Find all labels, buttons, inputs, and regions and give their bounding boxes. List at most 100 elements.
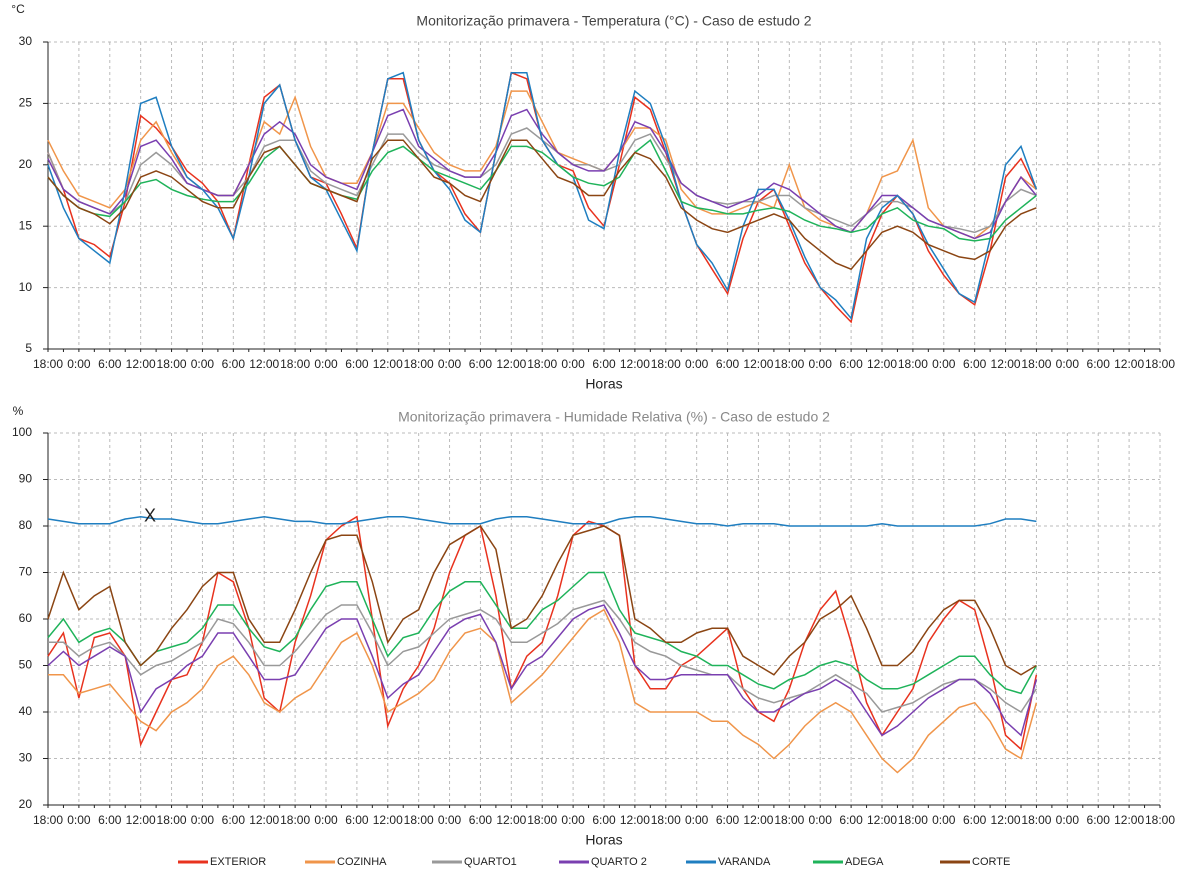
series-line — [47, 515, 1037, 527]
legend-label: QUARTO1 — [464, 856, 517, 868]
y-tick-label: 20 — [19, 797, 33, 811]
x-tick-label: 0:00 — [1056, 813, 1080, 827]
x-tick-label: 6:00 — [1087, 813, 1111, 827]
x-axis-label: Horas — [585, 832, 622, 848]
y-tick-label: 100 — [12, 425, 32, 439]
x-tick-label: 6:00 — [592, 813, 616, 827]
series-line — [47, 515, 1038, 751]
x-tick-label: 6:00 — [716, 357, 740, 371]
series-line — [47, 571, 1038, 695]
x-tick-label: 0:00 — [191, 357, 215, 371]
x-tick-label: 6:00 — [592, 357, 616, 371]
x-tick-label: 0:00 — [67, 813, 91, 827]
x-tick-label: 18:00 — [280, 357, 310, 371]
series-line — [47, 139, 1037, 242]
x-tick-label: 18:00 — [404, 813, 434, 827]
legend-label: VARANDA — [718, 856, 771, 868]
x-tick-label: 0:00 — [67, 357, 91, 371]
x-tick-label: 12:00 — [1114, 357, 1144, 371]
x-tick-label: 0:00 — [561, 357, 585, 371]
x-tick-label: 12:00 — [620, 813, 650, 827]
x-tick-label: 0:00 — [438, 357, 462, 371]
x-tick-label: 18:00 — [651, 357, 681, 371]
annotation: X — [144, 505, 156, 525]
x-tick-label: 6:00 — [469, 813, 493, 827]
chart-title: Monitorização primavera - Temperatura (°… — [416, 13, 811, 29]
x-tick-label: 12:00 — [249, 357, 279, 371]
x-tick-label: 18:00 — [280, 813, 310, 827]
x-tick-label: 18:00 — [33, 813, 63, 827]
x-tick-label: 0:00 — [314, 813, 338, 827]
x-tick-label: 6:00 — [222, 357, 246, 371]
x-tick-label: 18:00 — [33, 357, 63, 371]
x-tick-label: 12:00 — [867, 813, 897, 827]
x-tick-label: 18:00 — [1145, 813, 1175, 827]
x-tick-label: 18:00 — [774, 357, 804, 371]
x-tick-label: 18:00 — [651, 813, 681, 827]
y-tick-label: 90 — [19, 472, 33, 486]
legend-label: ADEGA — [845, 856, 884, 868]
x-tick-label: 0:00 — [438, 813, 462, 827]
y-tick-label: 5 — [25, 341, 32, 355]
x-tick-label: 6:00 — [345, 813, 369, 827]
x-tick-label: 12:00 — [991, 357, 1021, 371]
x-tick-label: 0:00 — [1056, 357, 1080, 371]
x-tick-label: 12:00 — [249, 813, 279, 827]
x-tick-label: 0:00 — [809, 357, 833, 371]
x-tick-label: 12:00 — [867, 357, 897, 371]
legend-label: COZINHA — [337, 856, 387, 868]
x-tick-label: 6:00 — [345, 357, 369, 371]
x-tick-label: 12:00 — [373, 357, 403, 371]
x-tick-label: 12:00 — [1114, 813, 1144, 827]
legend-label: EXTERIOR — [210, 856, 266, 868]
x-tick-label: 18:00 — [1021, 813, 1051, 827]
legend-label: QUARTO 2 — [591, 856, 647, 868]
y-tick-label: 70 — [19, 565, 33, 579]
x-tick-label: 0:00 — [932, 357, 956, 371]
series-line — [47, 139, 1037, 271]
x-tick-label: 12:00 — [126, 357, 156, 371]
series-line — [47, 71, 1038, 320]
y-tick-label: 25 — [19, 96, 33, 110]
x-tick-label: 0:00 — [685, 357, 709, 371]
x-tick-label: 12:00 — [496, 357, 526, 371]
x-tick-label: 18:00 — [1021, 357, 1051, 371]
x-tick-label: 12:00 — [991, 813, 1021, 827]
x-tick-label: 18:00 — [774, 813, 804, 827]
legend-label: CORTE — [972, 856, 1010, 868]
x-tick-label: 0:00 — [561, 813, 585, 827]
x-tick-label: 12:00 — [126, 813, 156, 827]
x-tick-label: 12:00 — [743, 357, 773, 371]
x-tick-label: 0:00 — [809, 813, 833, 827]
x-tick-label: 18:00 — [898, 357, 928, 371]
x-tick-label: 0:00 — [314, 357, 338, 371]
x-axis-label: Horas — [585, 376, 622, 392]
series-line — [47, 108, 1037, 240]
x-tick-label: 18:00 — [898, 813, 928, 827]
y-tick-label: 40 — [19, 704, 33, 718]
x-tick-label: 6:00 — [98, 813, 122, 827]
series-line — [48, 599, 1038, 714]
x-tick-label: 0:00 — [932, 813, 956, 827]
x-tick-label: 18:00 — [527, 357, 557, 371]
y-tick-label: 30 — [19, 751, 33, 765]
x-tick-label: 12:00 — [743, 813, 773, 827]
x-tick-label: 6:00 — [222, 813, 246, 827]
x-tick-label: 0:00 — [685, 813, 709, 827]
x-tick-label: 6:00 — [963, 357, 987, 371]
y-tick-label: 60 — [19, 611, 33, 625]
x-tick-label: 6:00 — [469, 357, 493, 371]
x-tick-label: 12:00 — [496, 813, 526, 827]
y-tick-label: 15 — [19, 218, 33, 232]
y-tick-label: 80 — [19, 518, 33, 532]
x-tick-label: 6:00 — [839, 813, 863, 827]
series-line — [47, 604, 1038, 737]
y-axis-label: °C — [11, 2, 25, 16]
x-tick-label: 18:00 — [527, 813, 557, 827]
y-tick-label: 20 — [19, 157, 33, 171]
x-tick-label: 6:00 — [98, 357, 122, 371]
y-axis-label: % — [13, 404, 24, 418]
x-tick-label: 6:00 — [963, 813, 987, 827]
y-tick-label: 30 — [19, 34, 33, 48]
